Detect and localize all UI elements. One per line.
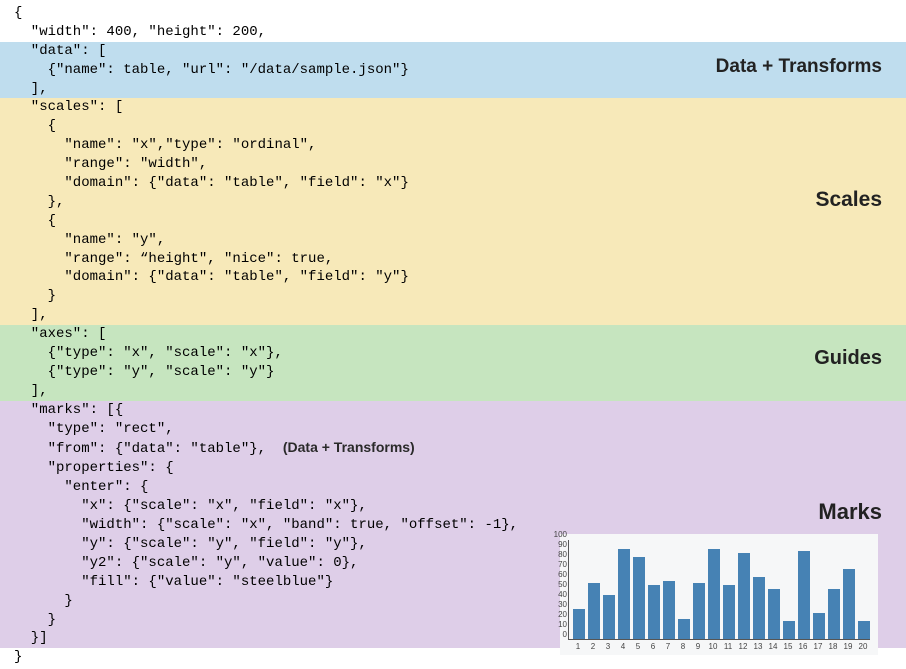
chart-bar (693, 583, 705, 639)
chart-xlabel: 2 (587, 642, 599, 653)
code-preamble: { "width": 400, "height": 200, (0, 4, 906, 42)
chart-ytick: 20 (545, 611, 567, 619)
code-line: {"type": "x", "scale": "x"}, (0, 344, 906, 363)
code-line: "range": "width", (0, 155, 906, 174)
code-line: } (0, 287, 906, 306)
code-line: }, (0, 193, 906, 212)
chart-ytick: 0 (545, 631, 567, 639)
chart-xlabel: 7 (662, 642, 674, 653)
chart-xlabel: 17 (812, 642, 824, 653)
chart-ytick: 70 (545, 561, 567, 569)
code-line: { (0, 4, 906, 23)
mini-bar-chart: 0102030405060708090100 12345678910111213… (560, 534, 878, 655)
chart-bar (858, 621, 870, 639)
chart-xlabel: 14 (767, 642, 779, 653)
code-line: "marks": [{ (0, 401, 906, 420)
code-line: "width": 400, "height": 200, (0, 23, 906, 42)
chart-ytick: 60 (545, 571, 567, 579)
code-line: {"type": "y", "scale": "y"} (0, 363, 906, 382)
code-line: "name": "x","type": "ordinal", (0, 136, 906, 155)
chart-xlabel: 9 (692, 642, 704, 653)
chart-ytick: 80 (545, 551, 567, 559)
section-label-marks: Marks (818, 497, 882, 527)
chart-bar (573, 609, 585, 639)
chart-bar (663, 581, 675, 639)
code-scales: "scales": [ { "name": "x","type": "ordin… (0, 98, 906, 325)
chart-bar (723, 585, 735, 639)
chart-xlabel: 20 (857, 642, 869, 653)
chart-bar (708, 549, 720, 639)
chart-bar (783, 621, 795, 639)
chart-xlabel: 6 (647, 642, 659, 653)
chart-ytick: 100 (545, 531, 567, 539)
code-line: { (0, 117, 906, 136)
chart-bar (648, 585, 660, 639)
code-line: { (0, 212, 906, 231)
chart-bar (828, 589, 840, 639)
section-label-data: Data + Transforms (716, 54, 882, 80)
chart-xlabel: 10 (707, 642, 719, 653)
chart-ytick: 30 (545, 601, 567, 609)
code-line: "enter": { (0, 478, 906, 497)
chart-xlabel: 13 (752, 642, 764, 653)
code-axes: "axes": [ {"type": "x", "scale": "x"}, {… (0, 325, 906, 401)
section-scales: Scales "scales": [ { "name": "x","type":… (0, 98, 906, 325)
section-label-scales: Scales (815, 186, 882, 214)
section-label-axes: Guides (814, 345, 882, 372)
code-line: "scales": [ (0, 98, 906, 117)
chart-bar (738, 553, 750, 639)
chart-ytick: 40 (545, 591, 567, 599)
chart-xlabel: 19 (842, 642, 854, 653)
code-line: "domain": {"data": "table", "field": "y"… (0, 268, 906, 287)
code-line: "x": {"scale": "x", "field": "x"}, (0, 497, 906, 516)
code-line: "domain": {"data": "table", "field": "x"… (0, 174, 906, 193)
code-marks-before: "marks": [{ "type": "rect", (0, 401, 906, 439)
chart-bar (798, 551, 810, 639)
code-line: "range": “height", "nice": true, (0, 250, 906, 269)
chart-xlabel: 4 (617, 642, 629, 653)
code-line: "type": "rect", (0, 420, 906, 439)
code-line: "name": "y", (0, 231, 906, 250)
chart-xlabel: 3 (602, 642, 614, 653)
chart-xlabel: 12 (737, 642, 749, 653)
chart-ytick: 90 (545, 541, 567, 549)
chart-bar (588, 583, 600, 639)
chart-xlabel: 11 (722, 642, 734, 653)
section-axes: Guides "axes": [ {"type": "x", "scale": … (0, 325, 906, 401)
chart-xlabel: 15 (782, 642, 794, 653)
code-line: ], (0, 80, 906, 99)
code-marks-note-line: "from": {"data": "table"}, (Data + Trans… (0, 438, 906, 459)
inline-note: (Data + Transforms) (283, 439, 415, 455)
chart-bar (633, 557, 645, 639)
chart-bar (678, 619, 690, 639)
code-line: "properties": { (0, 459, 906, 478)
code-line: ], (0, 306, 906, 325)
chart-bar (753, 577, 765, 639)
chart-xlabel: 1 (572, 642, 584, 653)
chart-xlabel: 5 (632, 642, 644, 653)
chart-xlabel: 18 (827, 642, 839, 653)
chart-bar (603, 595, 615, 639)
chart-bar (618, 549, 630, 639)
chart-bar (768, 589, 780, 639)
chart-xlabel: 8 (677, 642, 689, 653)
section-data: Data + Transforms "data": [ {"name": tab… (0, 42, 906, 99)
chart-ytick: 10 (545, 621, 567, 629)
chart-xlabel: 16 (797, 642, 809, 653)
chart-ytick: 50 (545, 581, 567, 589)
code-line: "width": {"scale": "x", "band": true, "o… (0, 516, 906, 535)
code-line: "axes": [ (0, 325, 906, 344)
chart-bar (813, 613, 825, 639)
code-line: ], (0, 382, 906, 401)
chart-bar (843, 569, 855, 639)
